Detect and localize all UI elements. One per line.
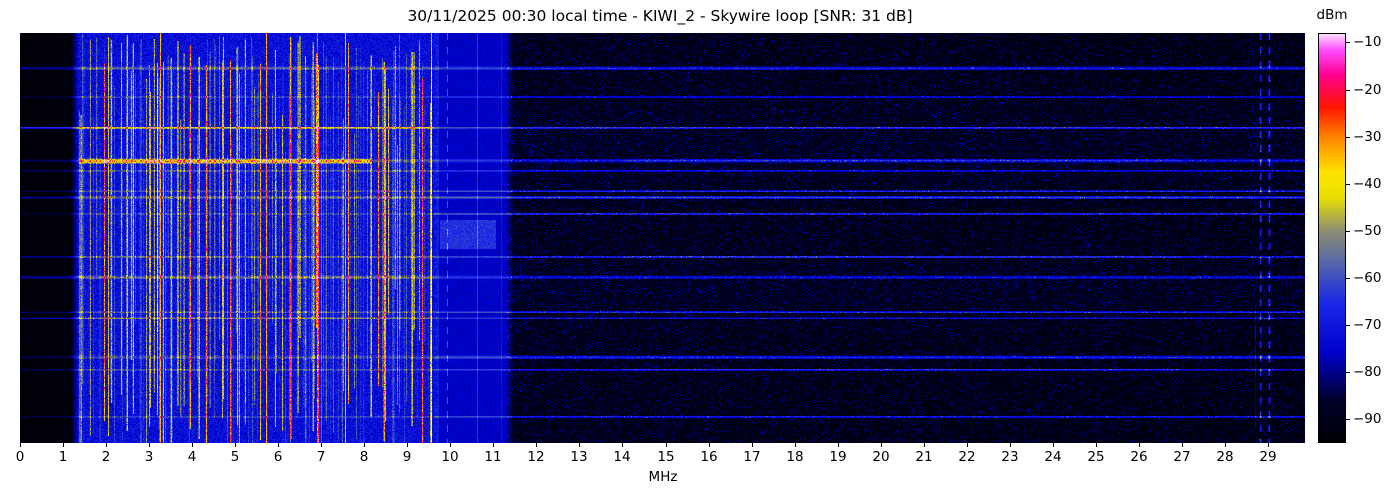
x-tick-label: 20 bbox=[872, 449, 890, 465]
x-tick-mark bbox=[1225, 443, 1226, 447]
x-tick-label: 8 bbox=[359, 449, 369, 465]
x-tick-label: 10 bbox=[441, 449, 459, 465]
colorbar-tick-mark bbox=[1346, 184, 1350, 185]
colorbar-tick-label: −10 bbox=[1353, 34, 1382, 50]
x-tick-label: 6 bbox=[273, 449, 283, 465]
x-tick-mark bbox=[63, 443, 64, 447]
colorbar-tick-label: −70 bbox=[1353, 317, 1382, 333]
x-tick-label: 23 bbox=[1001, 449, 1019, 465]
spectrogram-image[interactable] bbox=[20, 33, 1305, 443]
x-tick-label: 11 bbox=[484, 449, 502, 465]
x-tick-mark bbox=[752, 443, 753, 447]
x-tick-mark bbox=[881, 443, 882, 447]
x-tick-label: 25 bbox=[1087, 449, 1105, 465]
x-tick-label: 16 bbox=[700, 449, 718, 465]
x-tick-mark bbox=[149, 443, 150, 447]
colorbar-tick-label: −40 bbox=[1353, 176, 1382, 192]
colorbar-gradient bbox=[1319, 34, 1345, 442]
x-tick-label: 29 bbox=[1259, 449, 1277, 465]
x-tick-label: 22 bbox=[958, 449, 976, 465]
x-tick-label: 14 bbox=[613, 449, 631, 465]
colorbar-tick-mark bbox=[1346, 372, 1350, 373]
x-tick-label: 26 bbox=[1130, 449, 1148, 465]
x-tick-mark bbox=[321, 443, 322, 447]
colorbar-tick-mark bbox=[1346, 42, 1350, 43]
spectrogram-plot-area[interactable] bbox=[20, 33, 1305, 443]
x-tick-label: 3 bbox=[144, 449, 154, 465]
x-axis-label: MHz bbox=[648, 469, 678, 485]
x-tick-mark bbox=[967, 443, 968, 447]
x-tick-label: 9 bbox=[402, 449, 412, 465]
colorbar-tick-label: −50 bbox=[1353, 223, 1382, 239]
x-tick-label: 28 bbox=[1216, 449, 1234, 465]
x-tick-label: 5 bbox=[230, 449, 240, 465]
x-tick-mark bbox=[795, 443, 796, 447]
x-tick-mark bbox=[278, 443, 279, 447]
x-tick-mark bbox=[493, 443, 494, 447]
x-tick-label: 18 bbox=[786, 449, 804, 465]
x-tick-mark bbox=[235, 443, 236, 447]
x-tick-mark bbox=[1053, 443, 1054, 447]
x-tick-mark bbox=[1182, 443, 1183, 447]
colorbar-tick-mark bbox=[1346, 419, 1350, 420]
x-tick-label: 19 bbox=[829, 449, 847, 465]
colorbar-title: dBm bbox=[1316, 7, 1348, 23]
x-tick-mark bbox=[450, 443, 451, 447]
x-tick-label: 1 bbox=[58, 449, 68, 465]
x-tick-label: 13 bbox=[570, 449, 588, 465]
x-tick-mark bbox=[20, 443, 21, 447]
x-tick-label: 7 bbox=[316, 449, 326, 465]
x-tick-label: 21 bbox=[915, 449, 933, 465]
page-title: 30/11/2025 00:30 local time - KIWI_2 - S… bbox=[407, 7, 913, 25]
x-tick-mark bbox=[709, 443, 710, 447]
x-tick-label: 15 bbox=[657, 449, 675, 465]
x-tick-label: 4 bbox=[187, 449, 197, 465]
colorbar-tick-mark bbox=[1346, 278, 1350, 279]
x-tick-mark bbox=[364, 443, 365, 447]
x-tick-label: 12 bbox=[527, 449, 545, 465]
x-tick-mark bbox=[1268, 443, 1269, 447]
colorbar-tick-label: −60 bbox=[1353, 270, 1382, 286]
colorbar-tick-label: −30 bbox=[1353, 129, 1382, 145]
colorbar-tick-mark bbox=[1346, 325, 1350, 326]
x-tick-mark bbox=[579, 443, 580, 447]
x-tick-mark bbox=[622, 443, 623, 447]
colorbar-tick-label: −20 bbox=[1353, 82, 1382, 98]
x-tick-mark bbox=[924, 443, 925, 447]
x-tick-mark bbox=[1010, 443, 1011, 447]
x-tick-mark bbox=[536, 443, 537, 447]
x-tick-label: 27 bbox=[1173, 449, 1191, 465]
colorbar-tick-label: −90 bbox=[1353, 411, 1382, 427]
x-tick-label: 24 bbox=[1044, 449, 1062, 465]
x-tick-mark bbox=[192, 443, 193, 447]
x-tick-mark bbox=[106, 443, 107, 447]
colorbar[interactable] bbox=[1318, 33, 1346, 443]
colorbar-tick-mark bbox=[1346, 90, 1350, 91]
x-tick-label: 2 bbox=[101, 449, 111, 465]
colorbar-tick-label: −80 bbox=[1353, 364, 1382, 380]
colorbar-tick-mark bbox=[1346, 137, 1350, 138]
x-tick-label: 17 bbox=[743, 449, 761, 465]
x-tick-mark bbox=[1139, 443, 1140, 447]
colorbar-tick-mark bbox=[1346, 231, 1350, 232]
x-tick-mark bbox=[1096, 443, 1097, 447]
x-tick-mark bbox=[666, 443, 667, 447]
x-tick-mark bbox=[407, 443, 408, 447]
x-tick-mark bbox=[838, 443, 839, 447]
x-tick-label: 0 bbox=[15, 449, 25, 465]
